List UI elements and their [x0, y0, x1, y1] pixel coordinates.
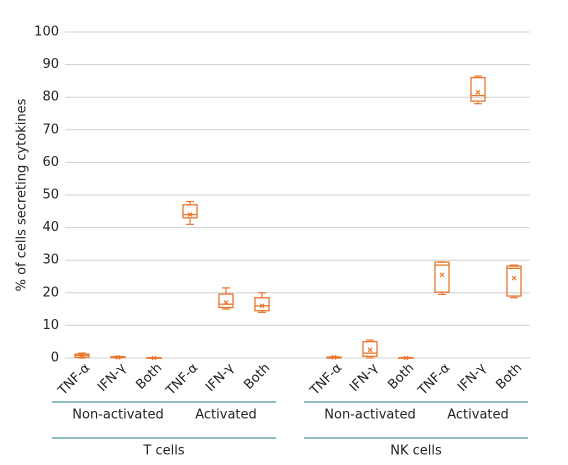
y-tick-label: 50: [42, 188, 59, 203]
x-tick-label: TNF-α: [307, 361, 345, 399]
y-tick-label: 70: [42, 122, 59, 137]
subgroup-label: Non-activated: [324, 408, 415, 423]
y-tick-label: 100: [34, 25, 59, 40]
subgroup-label: Activated: [447, 408, 509, 423]
box: [218, 293, 234, 309]
mean-marker: [79, 352, 85, 358]
x-tick-label: Both: [133, 361, 165, 393]
mean-marker: [367, 347, 373, 353]
mean-marker: [259, 303, 265, 309]
y-tick-label: 0: [51, 351, 59, 366]
box: [506, 265, 522, 297]
box: [434, 261, 450, 293]
box: [182, 204, 198, 219]
subgroup-label: Non-activated: [72, 408, 163, 423]
x-tick-label: IFN-γ: [455, 360, 489, 394]
y-tick-label: 40: [42, 220, 59, 235]
group-label: NK cells: [390, 444, 442, 459]
mean-marker: [475, 89, 481, 95]
mean-marker: [223, 300, 229, 306]
x-tick-label: TNF-α: [415, 361, 453, 399]
box: [362, 341, 378, 358]
group-label: T cells: [142, 444, 184, 459]
mean-marker: [151, 355, 157, 361]
x-tick-label: TNF-α: [55, 361, 93, 399]
x-tick-label: IFN-γ: [95, 360, 129, 394]
mean-marker: [115, 354, 121, 360]
y-tick-label: 20: [42, 285, 59, 300]
subgroup-label: Activated: [195, 408, 257, 423]
mean-marker: [403, 355, 409, 361]
mean-marker: [331, 354, 337, 360]
x-tick-label: Both: [493, 361, 525, 393]
box: [254, 297, 270, 312]
y-tick-label: 10: [42, 318, 59, 333]
x-tick-label: Both: [241, 361, 273, 393]
y-tick-label: 80: [42, 90, 59, 105]
mean-marker: [511, 275, 517, 281]
x-tick-label: Both: [385, 361, 417, 393]
x-tick-label: IFN-γ: [347, 360, 381, 394]
y-axis-label: % of cells secreting cytokines: [15, 98, 30, 291]
x-tick-label: IFN-γ: [203, 360, 237, 394]
x-tick-label: TNF-α: [163, 361, 201, 399]
y-tick-label: 60: [42, 155, 59, 170]
y-tick-label: 90: [42, 57, 59, 72]
mean-marker: [439, 272, 445, 278]
y-tick-label: 30: [42, 253, 59, 268]
mean-marker: [187, 212, 193, 217]
box: [470, 76, 486, 102]
